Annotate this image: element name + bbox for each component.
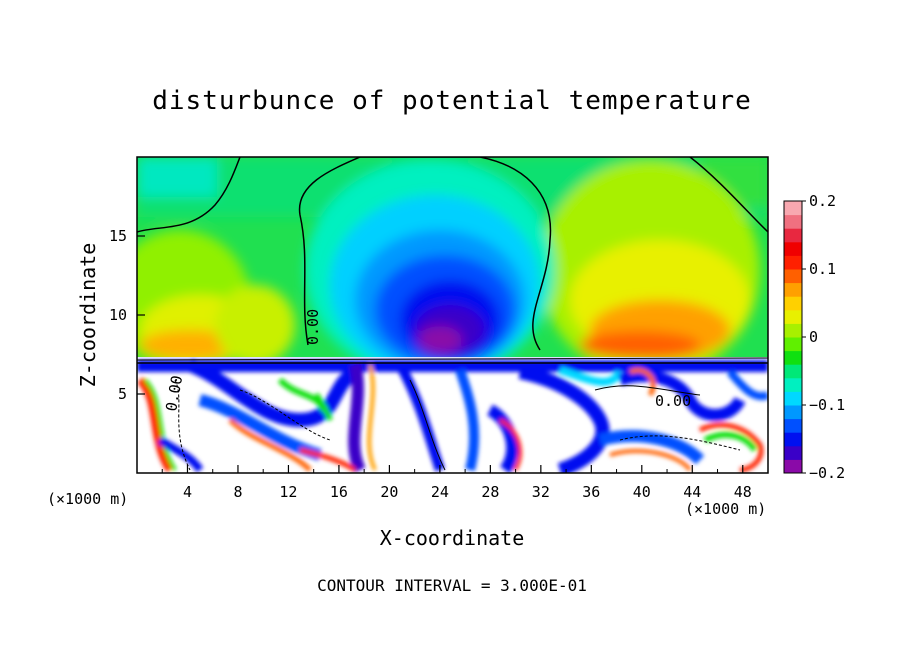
x-tick-label: 48 [734, 483, 752, 501]
x-axis: 4 8 12 16 20 24 28 32 36 40 44 48 [161, 465, 752, 501]
x-tick-label: 44 [683, 483, 701, 501]
colorbar-swatch [784, 445, 802, 460]
colorbar-swatch [784, 269, 802, 284]
chart-title: disturbunce of potential temperature [152, 86, 752, 116]
x-unit-left: (×1000 m) [47, 490, 129, 508]
x-axis-label: X-coordinate [379, 526, 525, 550]
colorbar-swatch [784, 391, 802, 406]
colorbar-swatch [784, 255, 802, 270]
y-axis: 5 10 15 [109, 227, 145, 403]
contour-label: 0.00 [304, 309, 322, 345]
colorbar-swatch [784, 418, 802, 433]
y-axis-label: Z-coordinate [76, 242, 100, 388]
x-tick-label: 12 [279, 483, 297, 501]
contour-label: 0.00 [162, 374, 186, 413]
heatmap-upper-field: 0.00 [137, 157, 768, 380]
x-tick-label: 32 [532, 483, 550, 501]
contour-interval-note: CONTOUR INTERVAL = 3.000E-01 [317, 576, 587, 595]
x-tick-label: 16 [330, 483, 348, 501]
x-tick-label: 8 [233, 483, 242, 501]
y-tick-label: 15 [109, 227, 127, 245]
colorbar-swatch [784, 377, 802, 392]
colorbar-label: −0.2 [809, 464, 845, 482]
colorbar-swatch [784, 459, 802, 474]
colorbar-label: 0.1 [809, 260, 836, 278]
colorbar-label: 0.2 [809, 192, 836, 210]
colorbar-swatch [784, 214, 802, 229]
colorbar-swatch [784, 323, 802, 338]
colorbar: 0.2 0.1 0 −0.1 −0.2 [783, 192, 845, 482]
x-tick-label: 28 [481, 483, 499, 501]
colorbar-swatch [784, 296, 802, 311]
contour-label: 0.00 [655, 392, 691, 410]
x-tick-label: 36 [582, 483, 600, 501]
colorbar-swatch [784, 282, 802, 297]
colorbar-label: 0 [809, 328, 818, 346]
colorbar-swatch [784, 432, 802, 447]
x-tick-label: 24 [431, 483, 449, 501]
x-tick-label: 20 [380, 483, 398, 501]
colorbar-swatch [784, 350, 802, 365]
colorbar-swatch [784, 337, 802, 352]
colorbar-swatch [784, 309, 802, 324]
colorbar-label: −0.1 [809, 396, 845, 414]
colorbar-swatch [784, 201, 802, 216]
colorbar-swatch [784, 228, 802, 243]
y-tick-label: 10 [109, 306, 127, 324]
x-unit-right: (×1000 m) [685, 500, 767, 518]
y-tick-label: 5 [118, 385, 127, 403]
x-tick-label: 4 [183, 483, 192, 501]
x-tick-label: 40 [633, 483, 651, 501]
colorbar-swatch [784, 405, 802, 420]
colorbar-swatch [784, 241, 802, 256]
heatmap-lower-field: 0.00 0.00 [137, 357, 768, 473]
colorbar-swatch [784, 364, 802, 379]
